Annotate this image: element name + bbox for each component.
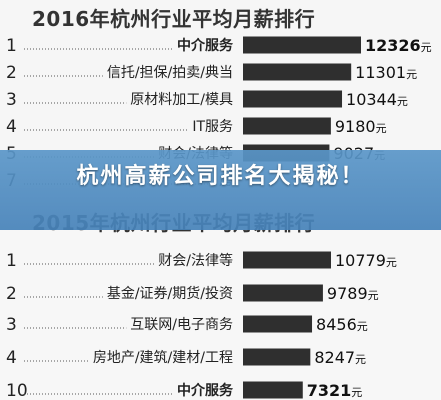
salary-bar: [243, 36, 361, 54]
category-label: IT服务: [192, 119, 233, 135]
category-label: 互联网/电子商务: [130, 317, 233, 333]
rank-number: 10: [6, 381, 28, 400]
salary-unit: 元: [351, 386, 362, 399]
salary-number: 9180: [335, 117, 376, 136]
salary-unit: 元: [397, 95, 408, 108]
banner-headline: 杭州高薪公司排名大揭秘！: [76, 164, 365, 189]
salary-unit: 元: [406, 68, 417, 81]
salary-unit: 元: [357, 320, 368, 333]
salary-unit: 元: [421, 41, 432, 54]
salary-bar: [243, 63, 352, 81]
salary-bar: [243, 117, 331, 135]
overlay-banner: [0, 150, 441, 230]
salary-value: 11301元: [355, 63, 417, 82]
salary-number: 10779: [335, 251, 386, 270]
category-label: 中介服务: [177, 37, 234, 54]
rank-number: 4: [6, 117, 17, 137]
rank-number: 3: [6, 90, 17, 110]
salary-number: 8456: [316, 315, 357, 334]
salary-value: 7321元: [307, 381, 363, 400]
salary-value: 8456元: [316, 315, 368, 334]
salary-value: 10344元: [346, 90, 408, 109]
salary-number: 7321: [307, 381, 352, 400]
category-label: 房地产/建筑/建材/工程: [93, 350, 233, 366]
rank-number: 2: [6, 284, 17, 304]
salary-bar: [243, 90, 343, 108]
category-label: 基金/证券/期货/投资: [107, 285, 233, 302]
salary-unit: 元: [355, 353, 366, 366]
chart-2016-title: 2016年杭州行业平均月薪排行: [32, 7, 316, 31]
salary-number: 11301: [355, 63, 406, 82]
salary-value: 9180元: [335, 117, 387, 136]
salary-unit: 元: [386, 256, 397, 269]
rank-number: 3: [6, 315, 17, 335]
salary-number: 10344: [346, 90, 397, 109]
salary-value: 12326元: [365, 36, 432, 55]
salary-bar: [243, 348, 311, 366]
salary-value: 10779元: [335, 251, 397, 270]
category-label: 信托/担保/拍卖/典当: [107, 65, 233, 81]
category-label: 中介服务: [177, 382, 234, 399]
salary-unit: 元: [368, 289, 379, 302]
salary-number: 8247: [314, 348, 355, 367]
salary-unit: 元: [376, 122, 387, 135]
rank-number: 1: [6, 36, 17, 56]
salary-number: 12326: [365, 36, 421, 55]
salary-number: 9789: [327, 284, 368, 303]
category-label: 原材料加工/模具: [130, 92, 233, 108]
salary-bar: [243, 284, 323, 302]
rank-number: 1: [6, 251, 17, 271]
salary-bar: [243, 251, 331, 269]
category-label: 财会/法律等: [158, 252, 233, 269]
rank-number: 2: [6, 63, 17, 83]
salary-value: 9789元: [327, 284, 379, 303]
salary-value: 8247元: [314, 348, 366, 367]
rank-number: 4: [6, 348, 17, 368]
chart-2015-panel: [0, 200, 441, 400]
salary-bar: [243, 315, 313, 333]
salary-bar: [243, 381, 303, 399]
